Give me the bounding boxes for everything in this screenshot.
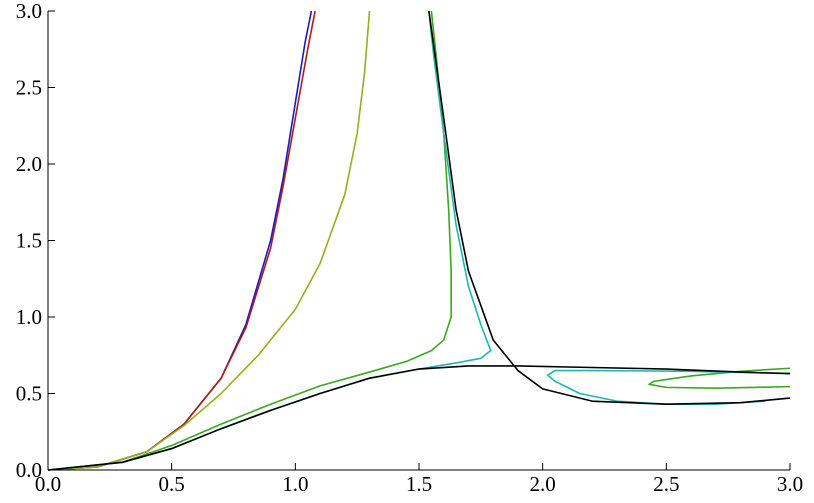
x-tick-label: 2.5 [653, 472, 679, 496]
x-tick-label: 0.5 [159, 472, 185, 496]
series-line [47, 10, 371, 471]
x-tick-label: 1.5 [406, 472, 432, 496]
y-tick-label: 0.5 [16, 382, 42, 406]
series-line [47, 10, 791, 471]
x-tick-label: 1.0 [282, 472, 308, 496]
y-tick-label: 2.5 [16, 76, 42, 100]
series-line [47, 10, 316, 471]
x-tick-label: 0.0 [35, 472, 61, 496]
y-tick-label: 3.0 [16, 0, 42, 23]
y-tick-label: 1.5 [16, 229, 42, 253]
y-tick-label: 2.0 [16, 152, 42, 176]
x-tick-label: 3.0 [777, 472, 803, 496]
y-tick-label: 0.0 [16, 458, 42, 482]
y-tick-label: 1.0 [16, 305, 42, 329]
x-tick-label: 2.0 [530, 472, 556, 496]
series-line [47, 10, 791, 471]
series-line [47, 10, 791, 471]
